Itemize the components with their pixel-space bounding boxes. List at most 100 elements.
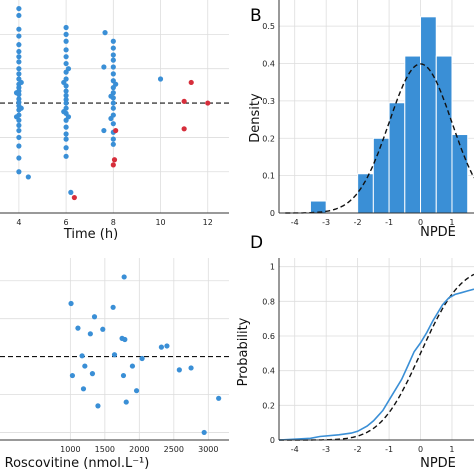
ecdf-line bbox=[278, 288, 474, 441]
data-point bbox=[63, 92, 69, 99]
y-tick-label: 0.4 bbox=[262, 60, 275, 69]
axes bbox=[278, 0, 474, 214]
y-tick-label: 0.6 bbox=[262, 332, 275, 341]
panel-time-scatter: 4 6 8 10 12 Time (h) bbox=[0, 0, 229, 242]
data-point bbox=[110, 105, 116, 111]
data-point bbox=[157, 76, 164, 82]
histogram-bar bbox=[420, 16, 437, 214]
histogram-bar bbox=[309, 200, 327, 214]
data-point bbox=[16, 169, 22, 175]
data-point bbox=[101, 64, 107, 70]
data-point bbox=[63, 100, 69, 106]
data-point bbox=[110, 304, 116, 310]
normal-density-curve bbox=[285, 63, 474, 214]
data-point bbox=[216, 395, 222, 401]
y-tick-label: 0.5 bbox=[262, 22, 275, 31]
y-tick-label: 0.1 bbox=[262, 172, 275, 181]
data-point bbox=[63, 54, 69, 60]
x-tick-label: 1 bbox=[449, 445, 454, 454]
x-axis-label: Time (h) bbox=[63, 227, 118, 242]
grid bbox=[279, 258, 474, 441]
data-point bbox=[16, 122, 22, 128]
outlier-point bbox=[188, 79, 194, 86]
x-axis-label: NPDE bbox=[420, 456, 456, 471]
data-point bbox=[16, 59, 22, 65]
x-tick-label: 2500 bbox=[164, 445, 184, 454]
grid bbox=[0, 258, 229, 440]
data-point bbox=[13, 114, 20, 120]
data-point bbox=[201, 429, 207, 436]
data-point bbox=[18, 105, 24, 111]
histogram-bar bbox=[388, 102, 406, 214]
data-point bbox=[110, 71, 116, 77]
data-point bbox=[110, 38, 116, 44]
y-axis-label: Probability bbox=[236, 317, 251, 386]
data-point bbox=[133, 388, 140, 394]
data-point bbox=[108, 93, 114, 99]
data-point bbox=[63, 24, 69, 31]
x-tick-label: -3 bbox=[322, 445, 330, 454]
x-tick-label: 1000 bbox=[60, 445, 80, 454]
outlier-point bbox=[110, 162, 116, 168]
data-point bbox=[89, 371, 96, 377]
data-point bbox=[164, 343, 170, 349]
data-point bbox=[65, 66, 72, 72]
data-point bbox=[61, 109, 67, 115]
x-tick-label: 1 bbox=[449, 218, 454, 227]
data-point bbox=[91, 314, 98, 320]
data-point bbox=[61, 79, 67, 86]
data-point bbox=[16, 42, 22, 48]
x-tick-label: 2000 bbox=[129, 445, 149, 454]
data-point bbox=[68, 300, 74, 307]
panel-roscovitine-scatter: 1000 1500 2000 2500 3000 Roscovitine (nmol.L… bbox=[0, 258, 229, 471]
data-point bbox=[110, 57, 116, 63]
data-point bbox=[188, 365, 194, 371]
data-point bbox=[63, 31, 69, 37]
data-point bbox=[16, 71, 22, 77]
data-point bbox=[69, 372, 76, 379]
y-tick-label: 0 bbox=[270, 209, 275, 218]
data-point bbox=[16, 12, 22, 19]
data-point bbox=[16, 143, 22, 149]
density-curve bbox=[285, 63, 474, 214]
x-tick-label: 0 bbox=[418, 218, 423, 227]
x-tick-label: 12 bbox=[203, 218, 213, 227]
data-point bbox=[63, 136, 69, 142]
data-point bbox=[16, 155, 22, 161]
data-point bbox=[16, 33, 22, 39]
x-tick-label: -2 bbox=[354, 218, 362, 227]
x-tick-label: -4 bbox=[291, 445, 299, 454]
data-points bbox=[13, 5, 211, 201]
x-tick-label: -1 bbox=[385, 445, 393, 454]
data-point bbox=[111, 352, 118, 358]
data-point bbox=[80, 386, 87, 392]
data-point bbox=[68, 189, 74, 195]
x-axis-label: NPDE bbox=[420, 225, 456, 240]
x-tick-label: 6 bbox=[64, 218, 69, 227]
data-point bbox=[110, 64, 116, 70]
outlier-point bbox=[205, 100, 211, 106]
y-tick-label: 0.2 bbox=[262, 134, 275, 143]
panel-label-d: D bbox=[250, 233, 263, 253]
data-point bbox=[16, 134, 22, 141]
histogram-bar bbox=[451, 134, 469, 214]
outlier-point bbox=[181, 98, 187, 104]
data-points bbox=[68, 274, 222, 436]
x-tick-label: 8 bbox=[111, 218, 116, 227]
y-axis-label: Density bbox=[248, 93, 263, 143]
y-tick-label: 0.8 bbox=[262, 297, 275, 306]
data-point bbox=[65, 114, 72, 120]
y-tick-label: 0.4 bbox=[262, 367, 275, 376]
histogram-bar bbox=[435, 55, 453, 214]
data-point bbox=[95, 403, 101, 409]
data-point bbox=[123, 399, 129, 405]
histogram-bar bbox=[372, 137, 390, 214]
x-tick-label: -4 bbox=[291, 218, 299, 227]
x-tick-label: 1500 bbox=[95, 445, 115, 454]
outlier-point bbox=[181, 126, 187, 132]
data-point bbox=[122, 336, 128, 343]
data-point bbox=[75, 325, 81, 331]
data-point bbox=[16, 48, 22, 55]
data-point bbox=[13, 90, 20, 96]
axes bbox=[278, 258, 474, 441]
